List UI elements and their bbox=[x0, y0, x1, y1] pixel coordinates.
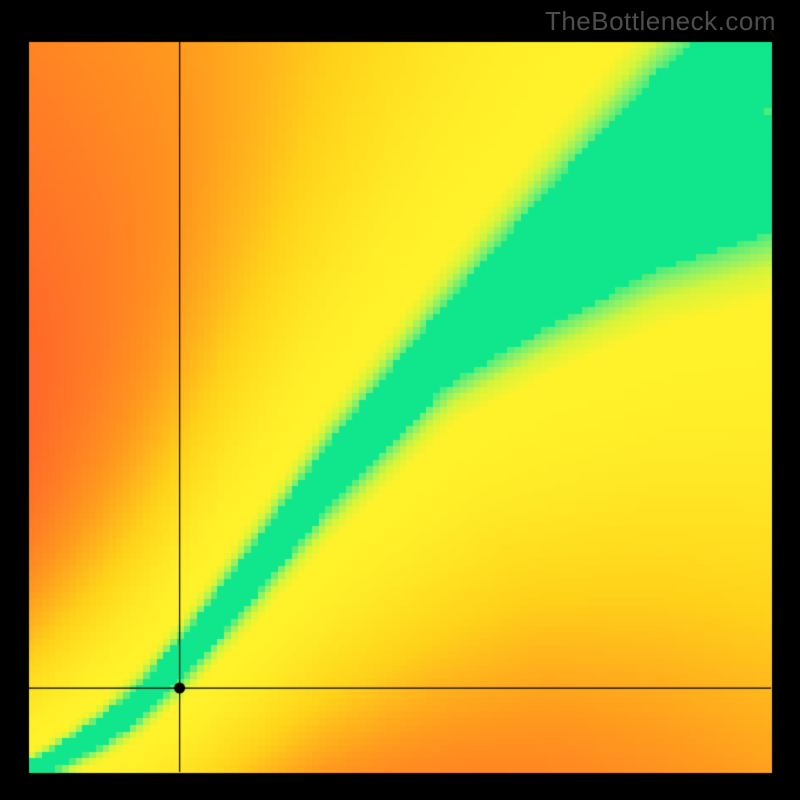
watermark-text: TheBottleneck.com bbox=[545, 6, 776, 37]
bottleneck-heatmap bbox=[0, 0, 800, 800]
